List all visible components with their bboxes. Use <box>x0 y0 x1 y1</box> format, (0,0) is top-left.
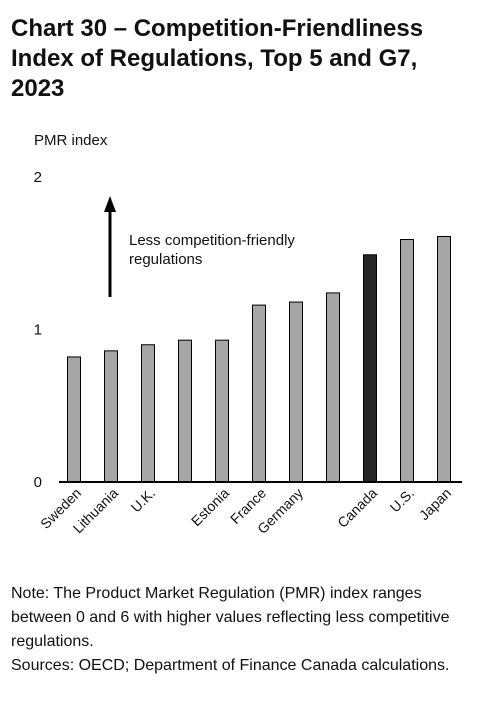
sources-text: Sources: OECD; Department of Finance Can… <box>11 657 450 674</box>
bar-germany <box>289 301 303 483</box>
bars <box>67 235 451 483</box>
bar-france <box>252 304 266 483</box>
x-tick-label: Japan <box>416 485 454 523</box>
y-tick-label: 0 <box>34 474 42 491</box>
x-tick-label: Canada <box>334 485 380 531</box>
chart-note: Note: The Product Market Regulation (PMR… <box>11 582 473 678</box>
x-tick-label: U.S. <box>387 485 418 516</box>
x-tick-label: Estonia <box>188 485 232 529</box>
bar-canada <box>363 254 377 483</box>
bar-korea <box>326 292 340 483</box>
annotation: Less competition-friendly regulations <box>104 196 295 297</box>
y-axis-label: PMR index <box>34 132 108 149</box>
bar-japan <box>437 235 451 483</box>
y-axis-ticks: 0 1 2 <box>34 169 42 491</box>
x-tick-label: U.K. <box>128 485 159 516</box>
bar-italy <box>178 339 192 483</box>
bar-us <box>400 239 414 483</box>
bar-estonia <box>215 339 229 483</box>
y-tick-label: 1 <box>34 322 42 339</box>
chart-title: Chart 30 – Competition-Friendliness Inde… <box>11 15 424 102</box>
y-tick-label: 2 <box>34 169 42 186</box>
note-text: Note: The Product Market Regulation (PMR… <box>11 585 450 650</box>
annotation-line-2: regulations <box>129 251 202 268</box>
bar-lithuania <box>104 350 118 483</box>
arrow-up-icon <box>104 196 116 212</box>
annotation-line-1: Less competition-friendly <box>129 232 295 249</box>
bar-uk <box>141 344 155 483</box>
bar-sweden <box>67 356 81 483</box>
